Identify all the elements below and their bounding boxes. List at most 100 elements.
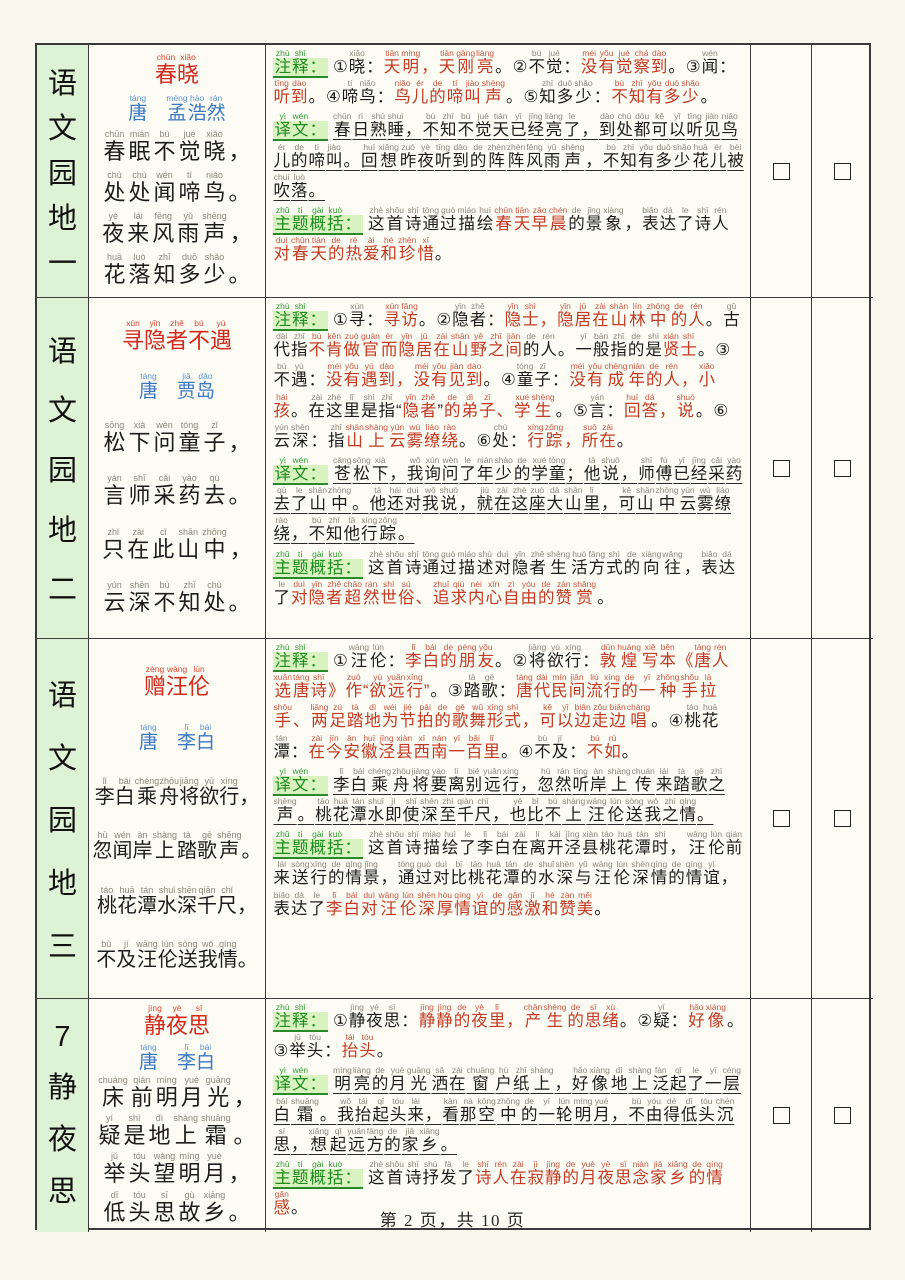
section-text: 。③踏tà歌gē： (430, 672, 516, 701)
notes-cell: 注zhù释shì： ①晓xiǎo：天tiān明míng，天tiān刚gāng亮li… (266, 45, 751, 298)
section: 译yì文wén： 李lǐ白bái乘chéng舟zhōu将jiāng要yào离lí别… (273, 767, 744, 830)
poem-title: 春chūn晓xiǎo (154, 52, 200, 87)
checkbox[interactable] (772, 162, 790, 180)
section-text: 抬tái头tóu (341, 1032, 376, 1061)
unit-label-char: 一 (47, 248, 77, 280)
section-text: 。古gǔ代dài指zhǐ (273, 301, 740, 360)
poem-line: 夜yè来lái风fēng雨yǔ声shēng， (102, 211, 252, 247)
check-cell (812, 999, 873, 1232)
section-text: 对duì隐yǐn者zhě超chāo然rán世shì俗sú、追zhuī求qiú内n… (291, 578, 597, 607)
poem-title: 静jìng夜yè思sī (143, 1003, 211, 1039)
section-label: 注zhù释shì： (273, 301, 328, 331)
section-text: 。②不bù觉jué： (495, 48, 580, 76)
section-text: ” (437, 401, 444, 420)
poem-line: 松sōng下xià问wèn童tóng子zǐ， (103, 419, 251, 455)
section: 注zhù释shì： ①寻xún：寻xún访fǎng。②隐yǐn者zhě：隐yǐn士… (273, 302, 744, 456)
checkbox[interactable] (834, 810, 851, 827)
section-text: 。 (621, 742, 639, 761)
unit-label: 语文园地三 (37, 639, 88, 998)
section-text: 。④童tóng子zǐ： (483, 361, 569, 390)
unit-label-char: 文 (47, 742, 77, 775)
checkbox[interactable] (834, 459, 851, 477)
section-text: 。 (700, 88, 718, 107)
section-text: 。在zài这zhè里lǐ是shì指zhǐ“ (291, 391, 402, 420)
section: 译yì文wén： 苍cāng松sōng下xià，我wǒ询xún问wèn了le年ni… (273, 456, 744, 550)
checkbox[interactable] (772, 459, 790, 477)
section-text: 李lǐ白bái的de朋péng友yǒu (405, 642, 495, 670)
unit-label-char: 思 (47, 1176, 77, 1208)
unit-label-char: 园 (47, 805, 77, 838)
unit-label-char: 三 (47, 931, 77, 964)
poem-line: 忽hū闻wén岸àn上shàng踏tà歌gē声shēng。 (92, 830, 262, 863)
unit-label-char: 园 (47, 158, 77, 190)
poem-author: 唐táng 孟mèng浩hào然rán (128, 93, 226, 124)
section-text: 。 (616, 431, 634, 450)
section-text: 不bù知zhī有yǒu多duō少shǎo (611, 78, 700, 107)
checkbox[interactable] (834, 162, 851, 180)
section: 译yì文wén： 明míng亮liàng的de月yuè光guāng洒sǎ在zài窗… (273, 1066, 744, 1160)
section-text: 隐yǐn者zhě (402, 391, 437, 420)
poem-line: 言yán师shī采cǎi药yào去qù。 (103, 473, 251, 509)
check-cell (751, 639, 812, 999)
section-text: 的de景jǐng象xiàng，表biǎo达dá了le诗shī人rén (568, 204, 729, 233)
unit-label-char: 7 (54, 1021, 71, 1053)
section-text: 明míng亮liàng的de月yuè光guāng洒sǎ在zài窗chuāng户h… (273, 1065, 741, 1154)
check-cell (751, 999, 812, 1232)
checkbox[interactable] (834, 1107, 851, 1124)
poem-line: 疑yí是shì地dì上shàng霜shuāng。 (98, 1113, 256, 1149)
poem-line: 李lǐ白bái乘chéng舟zhōu将jiāng欲yù行xíng， (94, 775, 260, 808)
section-text: 山shān上shàng云yún雾wù缭liáo绕rào (345, 421, 459, 450)
poem-line: 处chù处chù闻wén啼tí鸟niǎo。 (103, 170, 251, 206)
section-text: 天tiān明míng，天tiān刚gāng亮liàng (383, 48, 495, 76)
section-text: 的de人rén。一yī般bān指zhǐ的de是shì (522, 331, 662, 360)
poem-line: 春chūn眠mián不bù觉jué晓xiǎo， (103, 129, 251, 165)
notes-cell: 注zhù释shì： ①汪wāng伦lún：李lǐ白bái的de朋péng友yǒu。… (266, 639, 751, 999)
section-text: 隐yǐn士shì，隐yǐn居jū在zài山shān林lín中zhōng的de人r… (504, 301, 705, 329)
section-text: ①晓xiǎo： (333, 48, 383, 76)
unit-label-char: 文 (47, 395, 77, 428)
section-text: 行xíng踪zōng，所suǒ在zài (527, 421, 616, 450)
unit-cell: 语文园地三 (37, 639, 89, 999)
poem-author: 唐táng 李lǐ白bái (138, 722, 216, 754)
section-text: 这zhè首shǒu诗shī通tōng过guò描miáo述shù对duì隐yǐn者… (273, 548, 736, 607)
section-text: 敦dūn煌huáng写xiě本běn《唐táng人rén选xuǎn唐táng诗s… (273, 642, 729, 701)
section-label: 主zhǔ题tí概gài括kuò： (273, 548, 363, 579)
page-footer: 第 2 页，共 10 页 (379, 1211, 526, 1230)
section: 注zhù释shì： ①晓xiǎo：天tiān明míng，天tiān刚gāng亮li… (273, 49, 744, 112)
checkbox[interactable] (772, 810, 790, 827)
section-text: 这zhè首shǒu诗shī描miáo绘huì了le李lǐ白bái在zài离lí开… (273, 829, 743, 918)
unit-label-char: 文 (47, 113, 77, 145)
section-text: 这zhè首shǒu诗shī通tōng过guò描miáo绘huì (368, 204, 494, 233)
section-label: 主zhǔ题tí概gài括kuò： (273, 829, 363, 860)
section-text: 唐táng代dài民mín间jiān流liú行xíng的de一yī种zhǒng手… (273, 672, 717, 731)
section-text: 听tīng到dào (273, 78, 308, 107)
check-cell (812, 639, 873, 999)
section-text: 。 (291, 1199, 308, 1218)
unit-label: 7 静夜思 (37, 999, 88, 1232)
unit-label-char: 地 (47, 514, 77, 547)
unit-label-char: 语 (47, 335, 77, 368)
section: 主zhǔ题tí概gài括kuò： 这zhè首shǒu诗shī通tōng过guò描m… (273, 206, 744, 269)
section-text: 春chūn天tiān早zǎo晨chén (494, 204, 568, 233)
section-text: 春chūn日rì熟shú睡shuì，不bù知zhī不bù觉jué天tiān已yǐ… (273, 111, 744, 200)
section-text: 不bù肯kěn做zuò官guān而ér隐yǐn居jū在zài山shān野yě之z… (308, 331, 522, 360)
check-cell (751, 45, 812, 298)
check-cell (812, 45, 873, 298)
section-text: 。②隐yǐn者zhě： (418, 301, 504, 329)
checkbox[interactable] (772, 1107, 790, 1124)
poem-cell: 赠zèng汪wāng伦lún 唐táng 李lǐ白bái 李lǐ白bái乘chéng… (89, 639, 266, 999)
section-text: 。③举jǔ头tóu： (273, 1012, 744, 1061)
section-label: 主zhǔ题tí概gài括kuò： (273, 204, 363, 235)
section-text: 李lǐ白bái对duì汪wāng伦lún深shēn厚hòu情qíng谊yì的de… (326, 889, 594, 918)
section-text: 贤xián士shì (662, 331, 697, 360)
poem-line: 桃táo花huā潭tán水shuǐ深shēn千qiān尺chǐ， (97, 884, 257, 917)
section-label: 译yì文wén： (273, 765, 328, 796)
poem-cell: 寻xún隐yǐn者zhě不bú遇yù 唐táng 贾jiǎ岛dǎo 松sōng下xi… (89, 298, 266, 639)
section-label: 译yì文wén： (273, 111, 328, 142)
section-text: 回huí答dá，说shuō (623, 391, 695, 420)
section-label: 译yì文wén： (273, 454, 328, 485)
section-text: ①汪wāng伦lún： (333, 642, 405, 670)
section-text: 李lǐ白bái乘chéng舟zhōu将jiāng要yào离lí别bié远yuǎn… (273, 765, 725, 824)
unit-cell: 语文园地一 (37, 45, 89, 298)
worksheet-table: 语文园地一春chūn晓xiǎo 唐táng 孟mèng浩hào然rán 春chūn眠… (35, 43, 873, 1232)
